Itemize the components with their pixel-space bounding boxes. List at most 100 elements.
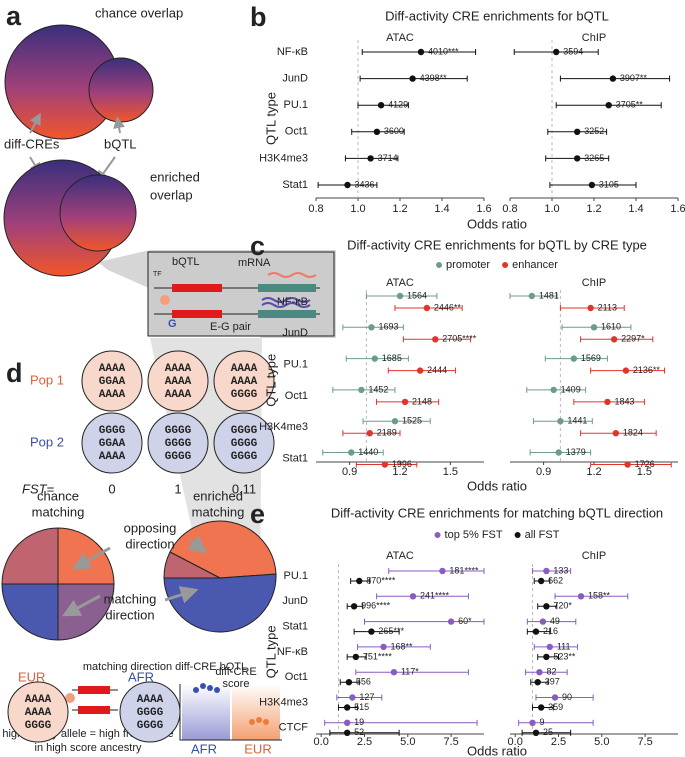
x-tick-label: 5.0	[594, 736, 609, 748]
enhancer	[172, 284, 222, 292]
dots	[249, 717, 269, 725]
count-label: 3714	[378, 153, 398, 163]
point	[381, 461, 389, 468]
enhancer	[78, 686, 110, 694]
count-label: 2189	[377, 428, 397, 438]
y-tick-label: PU.1	[284, 359, 308, 371]
y-tick-label: JunD	[282, 595, 308, 607]
y-tick-label: NF-κB	[277, 46, 308, 58]
legend: top 5% FST all FST	[434, 529, 560, 541]
x-tick-label: 7.5	[443, 736, 458, 748]
panel-label: c	[250, 231, 265, 261]
enhancer	[172, 310, 222, 318]
label: chance	[37, 488, 79, 503]
pie-slice	[1, 583, 59, 641]
label: AFR	[191, 741, 217, 756]
panel-label: a	[6, 1, 22, 31]
y-tick-label: H3K4me3	[259, 696, 308, 708]
count-label: 181****	[449, 565, 479, 575]
point	[409, 75, 416, 82]
y-tick-label: CTCF	[279, 722, 309, 734]
y-tick-label: PU.1	[284, 570, 308, 582]
count-label: 523**	[553, 651, 576, 661]
label: matching	[32, 504, 85, 519]
label: 0	[108, 481, 115, 496]
count-label: 2446**	[434, 302, 462, 312]
point	[349, 694, 356, 701]
count-label: 1440	[358, 447, 378, 457]
label: in high score ancestry	[35, 742, 142, 754]
legend-marker	[502, 262, 509, 268]
legend-label: all FST	[525, 529, 560, 541]
gene	[258, 284, 316, 292]
label: direction	[105, 607, 154, 622]
count-label: 1569	[581, 353, 601, 363]
chart-title: Diff-activity CRE enrichments for bQTL b…	[347, 237, 647, 252]
count-label: 19	[354, 717, 364, 727]
enhancer	[78, 706, 110, 714]
point	[416, 367, 424, 374]
point	[588, 181, 596, 189]
population-circle	[147, 350, 209, 412]
allele-seq: GGGG	[25, 720, 52, 732]
count-label: 1481	[539, 290, 559, 300]
allele-seq: AAAA	[165, 363, 192, 375]
pie-slice	[163, 573, 277, 633]
point	[543, 603, 550, 610]
count-label: 2705****	[442, 334, 477, 344]
x-tick-label: 0.8	[502, 203, 517, 215]
point	[537, 704, 545, 711]
allele-seq: GGGG	[231, 451, 258, 463]
count-label: 3105	[599, 179, 619, 189]
y-tick-label: JunD	[282, 73, 308, 85]
legend-label: enhancer	[512, 259, 558, 271]
count-label: 2113	[598, 302, 617, 312]
arrow	[72, 546, 111, 570]
arrow	[96, 156, 116, 183]
x-tick-label: 1.0	[544, 203, 559, 215]
count-label: 3594	[563, 46, 583, 56]
x-tick-label: 5.0	[400, 736, 415, 748]
panel-d: d Pop 1 Pop 2 FST= 0 1 0.11 chance match…	[1, 358, 282, 756]
count-label: 3436	[355, 179, 375, 189]
allele-seq: GGGG	[231, 389, 258, 401]
x-tick-label: 7.5	[637, 736, 652, 748]
point	[401, 398, 409, 406]
count-label: 133	[553, 565, 568, 575]
allele-seq: GGGG	[137, 720, 164, 732]
point	[610, 336, 618, 343]
point	[570, 355, 578, 362]
label: score	[223, 678, 250, 690]
population-circle	[147, 412, 209, 474]
point	[553, 48, 560, 56]
x-tick-label: 0.9	[536, 466, 551, 478]
count-label: 556	[356, 677, 371, 687]
label: matching	[104, 591, 157, 606]
label: overlap	[150, 187, 193, 202]
count-label: 1996	[392, 459, 412, 469]
circle	[59, 174, 137, 252]
axis	[179, 684, 282, 741]
point	[605, 102, 612, 109]
allele-seq: GGGG	[165, 451, 192, 463]
count-label: 168**	[391, 641, 414, 651]
point	[423, 304, 431, 312]
label: 0.11	[232, 481, 256, 496]
arrow	[29, 112, 41, 134]
count-label: 2136**	[633, 365, 661, 375]
count-label: 111	[557, 641, 571, 651]
pie-slice	[1, 527, 59, 585]
count-label: 4129	[388, 100, 408, 110]
x-tick-label: 1.5	[443, 466, 458, 478]
dots	[193, 683, 220, 693]
point	[529, 719, 536, 726]
y-tick-label: Stat1	[282, 621, 308, 633]
allele-seq: GGGG	[99, 425, 126, 437]
count-label: 751****	[363, 651, 393, 661]
y-tick-label: Oct1	[285, 126, 308, 138]
x-tick-label: 1.5	[637, 466, 652, 478]
x-tick-label: 2.5	[357, 736, 372, 748]
count-label: 3705**	[616, 100, 644, 110]
point	[574, 128, 581, 135]
allele-seq: AAAA	[137, 694, 164, 706]
